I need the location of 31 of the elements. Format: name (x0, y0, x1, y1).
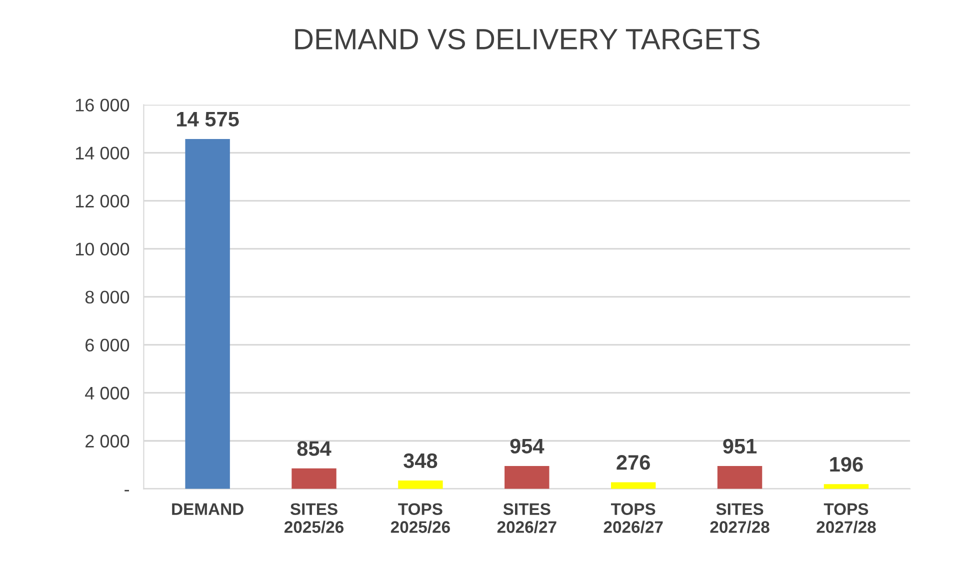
bar (610, 482, 656, 489)
bar (292, 468, 336, 489)
x-tick-label: SITES 2027/28 (710, 503, 770, 534)
bar (398, 480, 443, 489)
x-tick-label: TOPS 2026/27 (604, 503, 663, 534)
y-tick-label: 2 000 (86, 434, 130, 448)
data-label: 14 575 (177, 112, 239, 127)
y-tick-label: - (124, 490, 130, 492)
data-label: 951 (723, 438, 757, 454)
bar (185, 138, 230, 489)
data-label: 196 (830, 456, 863, 472)
bar (824, 484, 869, 489)
y-tick-label: 16 000 (76, 98, 130, 112)
y-tick-label: 14 000 (76, 146, 130, 160)
bar (504, 466, 550, 489)
bar (717, 466, 762, 489)
data-label: 348 (404, 453, 438, 468)
x-tick-label: TOPS 2027/28 (816, 503, 876, 534)
chart-title: DEMAND VS DELIVERY TARGETS (295, 28, 760, 50)
x-tick-label: TOPS 2025/26 (390, 503, 450, 534)
y-tick-label: 6 000 (86, 338, 130, 352)
data-label: 954 (510, 438, 544, 454)
y-tick-label: 12 000 (76, 194, 130, 208)
x-tick-label: SITES 2026/27 (497, 503, 556, 534)
y-tick-label: 8 000 (85, 290, 130, 304)
y-tick-label: 4 000 (85, 386, 130, 400)
data-label: 276 (616, 455, 650, 470)
data-label: 854 (297, 441, 332, 456)
x-tick-label: DEMAND (172, 503, 244, 515)
x-tick-label: SITES 2025/26 (284, 503, 344, 534)
y-tick-label: 10 000 (76, 242, 130, 256)
